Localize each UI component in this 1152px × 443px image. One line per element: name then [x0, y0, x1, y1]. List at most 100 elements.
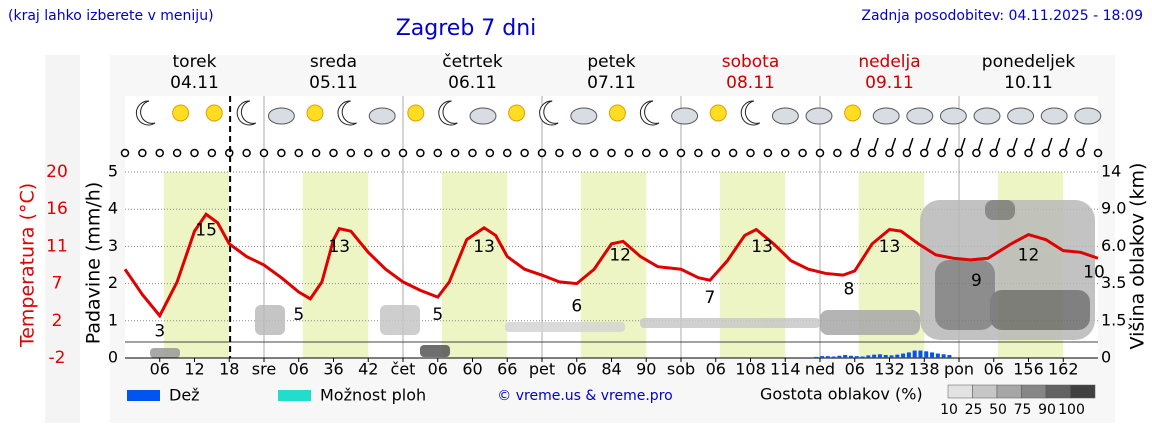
temp-tick-label: -2 — [49, 348, 66, 368]
title: Zagreb 7 dni — [396, 16, 537, 41]
day-date: 10.11 — [1004, 73, 1053, 93]
temp-tick-label: 16 — [46, 199, 68, 219]
precip-bar — [895, 354, 900, 358]
x-tick-label: 42 — [358, 360, 378, 379]
day-name: četrtek — [442, 52, 503, 72]
y2-tick-label: 1.5 — [1101, 310, 1126, 329]
x-tick-label: 60 — [462, 360, 482, 379]
moon-icon — [539, 100, 559, 126]
wind-circle — [503, 148, 512, 158]
y2-tick-label: 0 — [1101, 348, 1111, 367]
temp-label: 9 — [971, 271, 982, 291]
moon-icon — [337, 100, 357, 126]
wind-circle — [468, 148, 477, 158]
wind-circle — [207, 148, 217, 158]
wind-circle — [242, 148, 251, 158]
wind-barb — [1029, 137, 1036, 151]
precip-bar — [947, 355, 952, 358]
cloud-icon — [1007, 107, 1035, 125]
temp-label: 7 — [705, 288, 716, 308]
density-label: 90 — [1038, 402, 1056, 418]
precip-bar — [820, 356, 824, 358]
legend-swatch — [278, 390, 311, 401]
x-tick-label: 12 — [184, 360, 204, 379]
precip-bar — [941, 354, 946, 358]
x-tick-label: ned — [805, 360, 835, 379]
x-tick-label: 66 — [497, 360, 517, 379]
precip-bar — [912, 350, 917, 358]
wind-circle — [711, 148, 720, 158]
temp-label: 3 — [154, 322, 165, 342]
wind-circle — [537, 148, 547, 158]
wind-circle — [815, 148, 825, 158]
density-swatch — [996, 384, 1022, 399]
legend-label: Možnost ploh — [320, 386, 426, 405]
cloud-icon — [906, 107, 934, 125]
moon-icon — [135, 100, 156, 126]
x-tick-label: 114 — [770, 360, 801, 379]
wind-circle — [190, 148, 199, 158]
wind-barb — [942, 137, 949, 151]
moon-icon — [639, 100, 660, 126]
temp-label: 8 — [844, 279, 855, 299]
x-tick-label: 06 — [289, 360, 309, 379]
precip-bar — [866, 355, 871, 358]
cloud-icon — [872, 107, 900, 125]
x-tick-label: pet — [529, 360, 555, 379]
temp-axis-label: Temperatura (°C) — [17, 183, 39, 348]
temp-label: 12 — [609, 246, 631, 266]
cloud-icon — [469, 107, 497, 125]
temp-label: 12 — [1018, 246, 1040, 266]
x-tick-label: sre — [252, 360, 276, 379]
cloud-icon — [939, 107, 967, 125]
temp-label: 15 — [195, 220, 217, 240]
day-date: 07.11 — [587, 73, 636, 93]
x-tick-label: čet — [391, 360, 416, 379]
sun-icon — [508, 104, 526, 122]
precip-bar — [860, 356, 865, 358]
y2-axis-label: Višina oblakov (km) — [1127, 163, 1149, 350]
x-tick-label: 06 — [428, 360, 448, 379]
wind-barb — [890, 137, 897, 151]
cloud-icon — [1074, 107, 1102, 125]
density-label: 50 — [989, 402, 1007, 418]
day-date: 05.11 — [309, 73, 358, 93]
wind-circle — [277, 148, 286, 158]
density-label: 10 — [940, 402, 958, 418]
x-tick-label: 06 — [150, 360, 170, 379]
temp-label: 13 — [473, 237, 495, 257]
x-tick-label: pon — [944, 360, 974, 379]
density-swatch — [972, 384, 998, 399]
wind-barb — [925, 137, 931, 151]
y-tick-label: 1 — [108, 310, 118, 329]
wind-barb — [1064, 137, 1070, 151]
y-tick-label: 4 — [108, 199, 118, 218]
wind-circle — [450, 148, 460, 158]
temp-label: 13 — [879, 237, 901, 257]
wind-circle — [329, 148, 338, 158]
cloud-icon — [671, 107, 699, 125]
wind-circle — [902, 148, 912, 158]
day-name: torek — [173, 52, 217, 72]
wind-circle — [954, 148, 964, 158]
wind-circle — [728, 148, 738, 158]
cloud-icon — [267, 107, 295, 125]
density-label: 75 — [1014, 402, 1032, 418]
wind-circle — [311, 148, 321, 158]
day-date: 08.11 — [726, 73, 775, 93]
y2-tick-label: 9.0 — [1101, 199, 1126, 218]
precip-bar — [843, 355, 848, 358]
wind-circle — [520, 148, 529, 158]
density-label: 100 — [1058, 402, 1085, 418]
wind-circle — [746, 148, 755, 158]
wind-circle — [642, 148, 651, 158]
x-tick-label: 06 — [845, 360, 865, 379]
wind-circle — [867, 148, 877, 158]
wind-circle — [624, 148, 634, 158]
x-tick-label: 132 — [874, 360, 905, 379]
precip-bar — [877, 354, 882, 358]
legend-swatch — [127, 390, 160, 401]
y2-tick-label: 3.5 — [1101, 273, 1126, 292]
y-tick-label: 0 — [108, 348, 118, 367]
precip-bar — [831, 356, 836, 358]
